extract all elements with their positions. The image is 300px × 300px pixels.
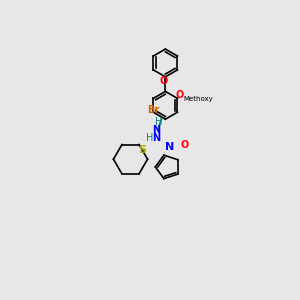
Text: O: O [176,90,184,100]
Text: O: O [181,140,189,150]
Text: H: H [155,117,163,127]
Text: Methoxy: Methoxy [183,96,213,102]
Text: N: N [165,142,175,152]
Text: S: S [138,145,146,155]
Text: N: N [152,133,160,143]
Text: H: H [146,134,153,143]
Text: N: N [152,125,160,135]
Text: Br: Br [148,105,160,115]
Text: O: O [159,76,167,86]
